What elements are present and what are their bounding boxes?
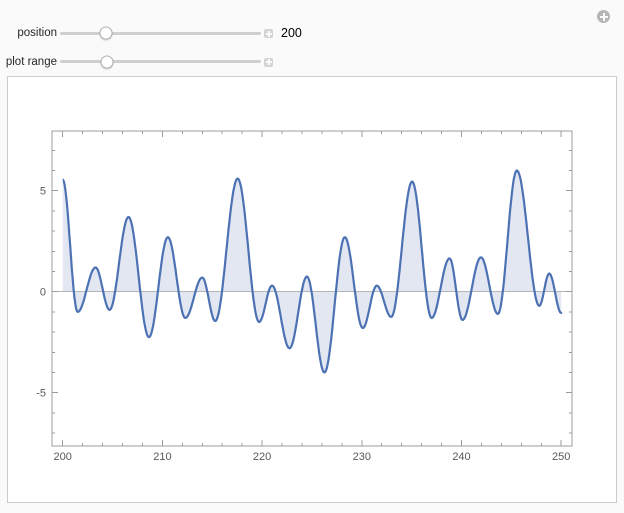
- svg-text:230: 230: [353, 451, 371, 463]
- position-slider-thumb[interactable]: [99, 26, 113, 40]
- svg-text:5: 5: [40, 186, 46, 198]
- circle-plus-icon[interactable]: [597, 10, 610, 23]
- plot-range-label: plot range: [5, 55, 57, 68]
- svg-text:220: 220: [253, 451, 271, 463]
- position-slider[interactable]: [60, 26, 261, 40]
- svg-text:240: 240: [452, 451, 470, 463]
- position-value: 200: [281, 26, 302, 40]
- plot-range-stepper-expand-icon[interactable]: [264, 57, 273, 67]
- svg-text:200: 200: [54, 451, 72, 463]
- zeta-z-function-chart: 200 210 220 230 240 250 -5 0 5: [36, 130, 573, 463]
- plot-range-slider-thumb[interactable]: [100, 55, 114, 68]
- position-stepper-expand-icon[interactable]: [264, 29, 273, 38]
- svg-text:-5: -5: [36, 388, 46, 400]
- position-slider-track[interactable]: [60, 31, 261, 35]
- plot-panel: 200 210 220 230 240 250 -5 0 5: [7, 76, 617, 503]
- svg-text:250: 250: [552, 451, 570, 463]
- plot-range-slider[interactable]: [60, 55, 261, 69]
- plot-range-slider-track[interactable]: [60, 60, 261, 63]
- svg-text:0: 0: [40, 287, 46, 299]
- svg-text:210: 210: [153, 451, 171, 463]
- position-label: position: [17, 27, 57, 39]
